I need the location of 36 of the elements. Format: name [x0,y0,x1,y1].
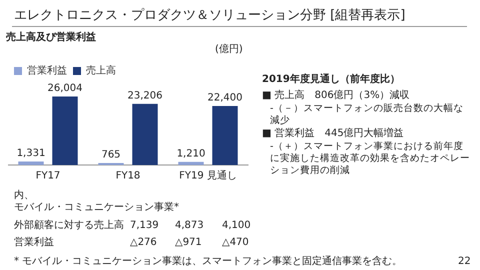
text: △276 [130,237,157,249]
text: 内、 [14,190,34,202]
text: 7,139 [130,220,159,232]
text: (億円) [215,44,243,56]
text: △971 [175,237,202,249]
data-label: 1,331 [16,148,46,160]
bar [52,96,78,165]
text: 営業利益 [14,237,54,249]
bar [178,162,204,165]
text: * モバイル・コミュニケーション事業は、スマートフォン事業と固定通信事業を含む。 [14,256,402,268]
data-label: 1,210 [176,148,206,160]
text: 4,873 [175,220,204,232]
chart-subtitle: 売上高及び営業利益 [6,30,96,44]
legend-label: 営業利益 [27,64,67,77]
legend-label: 売上高 [86,64,116,77]
text: ■ 営業利益 445億円大幅増益 [262,128,404,140]
chart-title: エレクトロニクス・プロダクツ＆ソリューション分野 [組替再表示] [14,7,406,24]
text: 外部顧客に対する売上高 [14,220,124,232]
text: -（－）スマートフォンの販売台数の大幅な減少 [270,103,464,127]
data-label: 23,206 [128,90,162,102]
data-label: 22,400 [208,92,242,104]
x-tick-label: FY19 見通し [179,170,237,182]
text: △470 [222,237,249,249]
text: ■ 売上高 806億円（3%）減収 [262,90,410,102]
text: 2019年度見通し（前年度比） [262,74,400,86]
data-label: 26,004 [48,83,82,94]
x-tick-label: FY17 [36,170,60,182]
bar [132,104,158,165]
text: 4,100 [222,220,251,232]
text: -（＋）スマートフォン事業における前年度に実施した構造改革の効果を含めたオペレーション費用の削減 [270,141,470,177]
data-label: 765 [101,150,121,161]
text: 22 [458,256,471,268]
x-tick-label: FY18 [116,170,140,182]
text: モバイル・コミュニケーション事業* [14,202,179,214]
bar [18,161,44,165]
bar [212,106,238,165]
